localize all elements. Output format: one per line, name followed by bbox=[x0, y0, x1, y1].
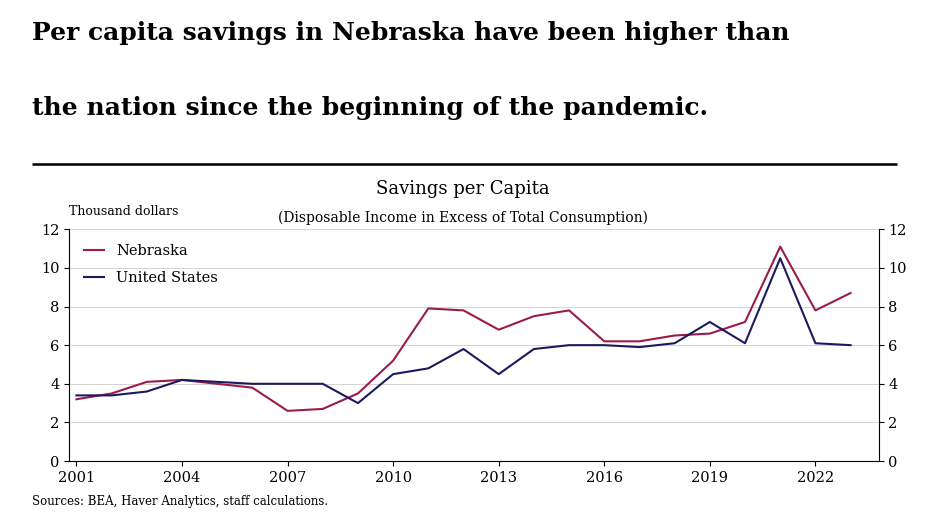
Text: Savings per Capita: Savings per Capita bbox=[376, 180, 549, 198]
Text: (Disposable Income in Excess of Total Consumption): (Disposable Income in Excess of Total Co… bbox=[278, 211, 648, 226]
Text: Per capita savings in Nebraska have been higher than: Per capita savings in Nebraska have been… bbox=[32, 21, 790, 45]
Legend: Nebraska, United States: Nebraska, United States bbox=[77, 237, 225, 292]
Text: Thousand dollars: Thousand dollars bbox=[69, 205, 179, 218]
Text: the nation since the beginning of the pandemic.: the nation since the beginning of the pa… bbox=[32, 96, 709, 120]
Text: Sources: BEA, Haver Analytics, staff calculations.: Sources: BEA, Haver Analytics, staff cal… bbox=[32, 495, 328, 508]
